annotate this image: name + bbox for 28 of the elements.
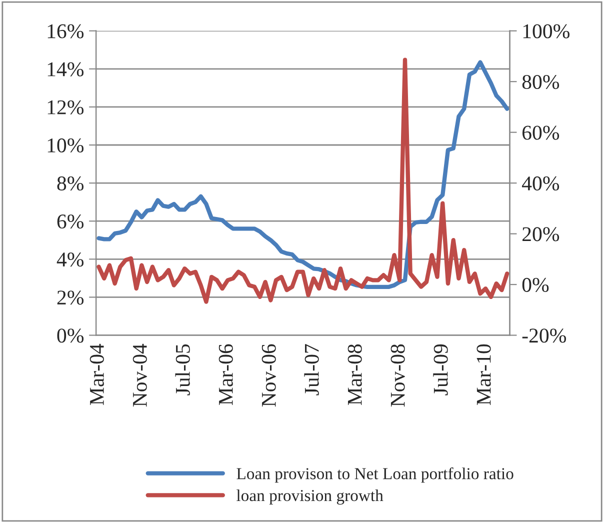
x-tick-label: Mar-06: [218, 344, 233, 406]
x-tick-label: Jul-09: [433, 344, 448, 396]
legend-label: Loan provison to Net Loan portfolio ratio: [236, 467, 514, 483]
y-tick-label: 10%: [48, 138, 84, 153]
x-tick-label: Nov-08: [390, 344, 405, 407]
y-tick-label: 8%: [57, 176, 84, 191]
y-tick-label: 6%: [57, 214, 84, 229]
x-tick-label: Jul-05: [175, 344, 190, 396]
x-tick-label: Jul-07: [304, 344, 319, 396]
y-tick-label: 2%: [57, 290, 84, 305]
x-tick-label: Nov-04: [132, 344, 147, 407]
y2-tick-label: 0%: [522, 278, 549, 292]
y-tick-label: 0%: [57, 328, 84, 343]
y2-tick-label: 80%: [522, 74, 560, 90]
y2-tick-label: -20%: [522, 328, 566, 343]
y-tick-label: 14%: [48, 62, 84, 76]
y2-tick-label: 20%: [522, 227, 560, 242]
y2-tick-label: 40%: [522, 176, 560, 191]
y-tick-label: 16%: [48, 24, 84, 38]
y2-tick-label: 60%: [522, 126, 560, 140]
x-tick-label: Nov-06: [262, 344, 276, 407]
y-tick-label: 12%: [48, 100, 84, 114]
x-tick-label: Mar-10: [476, 344, 491, 406]
legend-label: loan provision growth: [236, 489, 384, 505]
x-tick-label: Mar-08: [348, 344, 362, 406]
y-tick-label: 4%: [56, 252, 84, 267]
x-tick-label: Mar-04: [90, 344, 104, 406]
y2-tick-label: 100%: [523, 24, 570, 38]
